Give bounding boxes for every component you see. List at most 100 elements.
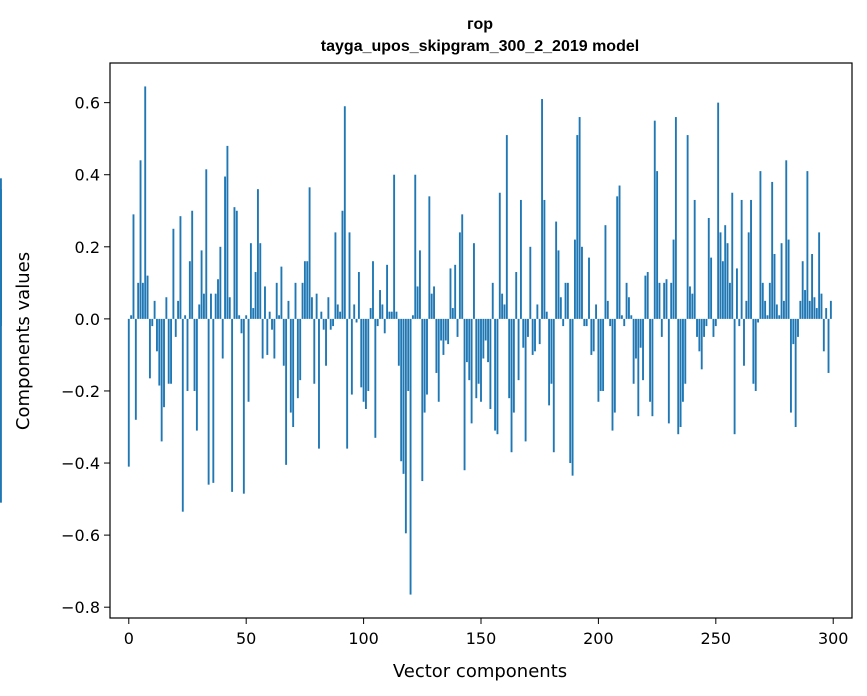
bar-164 (512, 318, 515, 413)
bar-154 (489, 318, 492, 409)
bar-28 (193, 318, 196, 391)
x-tick-label: 150 (466, 629, 497, 648)
bar-291 (811, 254, 814, 319)
bar-179 (548, 318, 551, 406)
bar-86 (329, 318, 332, 330)
bar-84 (325, 318, 327, 366)
bar-210 (620, 315, 623, 319)
bar-48 (240, 318, 243, 334)
bar-197 (590, 318, 593, 355)
bar-192 (578, 117, 581, 319)
bar-205 (609, 318, 612, 327)
bar-193 (581, 246, 583, 319)
bar-274 (771, 181, 774, 319)
bar-45 (233, 207, 236, 319)
bar-207 (613, 318, 616, 413)
bar-88 (334, 232, 337, 319)
bar-172 (531, 318, 534, 355)
bar-35 (210, 293, 212, 319)
x-tick-label: 0 (124, 629, 134, 648)
bar-59 (266, 318, 269, 355)
y-axis-ticks: −0.8 −0.6 −0.4 −0.2 0.0 0.2 0.4 0.6 (61, 94, 110, 617)
bar-40 (221, 318, 224, 359)
bar-187 (566, 282, 569, 319)
bar-244 (700, 318, 703, 370)
bar-39 (219, 246, 222, 319)
bar-70 (292, 318, 295, 427)
bar-3 (134, 318, 137, 420)
bar-236 (682, 318, 684, 402)
bar-85 (327, 297, 330, 319)
bar-10 (151, 318, 154, 327)
bar-175 (538, 318, 541, 345)
x-tick-label: 300 (818, 629, 849, 648)
bar-0 (127, 318, 130, 467)
bar-298 (827, 318, 830, 373)
bar-52 (249, 243, 252, 319)
bar-195 (585, 318, 588, 327)
bar-147 (473, 243, 475, 319)
bar-111 (388, 311, 391, 319)
bar-27 (191, 210, 194, 319)
x-axis-label: Vector components (393, 661, 567, 682)
bar-135 (444, 318, 447, 341)
bar-256 (728, 282, 731, 319)
bar-83 (322, 318, 325, 330)
bar-152 (484, 318, 487, 341)
bar-241 (693, 199, 696, 319)
bar-136 (447, 318, 450, 345)
bar-124 (419, 250, 421, 319)
bar-56 (259, 243, 262, 319)
bar-214 (630, 315, 633, 319)
bar-41 (224, 176, 226, 319)
bar-42 (226, 145, 229, 319)
y-tick-label: −0.6 (61, 526, 100, 545)
bar-92 (343, 106, 346, 319)
bar-191 (576, 135, 579, 319)
bar-62 (273, 318, 276, 359)
bar-168 (522, 318, 525, 348)
x-axis-ticks: 0 50 100 150 200 250 300 (124, 618, 849, 648)
bar-162 (508, 318, 511, 399)
bar-123 (416, 286, 419, 319)
bar-273 (768, 282, 771, 319)
bar-251 (717, 102, 720, 319)
bar-undefined (0, 318, 2, 503)
bar-178 (545, 311, 548, 319)
bar-277 (778, 315, 781, 319)
bar-297 (825, 308, 828, 319)
bar-32 (202, 293, 205, 319)
bars-group (0, 86, 832, 595)
bar-253 (721, 261, 724, 319)
bar-289 (806, 171, 809, 319)
bar-93 (346, 318, 349, 449)
bar-38 (217, 279, 219, 319)
bar-145 (468, 318, 471, 381)
bar-161 (505, 135, 508, 319)
bar-220 (644, 275, 647, 319)
y-tick-label: 0.2 (75, 238, 100, 257)
bar-15 (163, 318, 165, 408)
bar-271 (764, 300, 767, 319)
bar-225 (656, 171, 659, 319)
bar-160 (503, 304, 506, 319)
bar-61 (271, 318, 273, 330)
bar-120 (409, 318, 412, 595)
bar-240 (691, 293, 694, 319)
bar-264 (747, 232, 750, 319)
bar-104 (372, 261, 374, 319)
bar-262 (743, 318, 745, 366)
bar-171 (529, 246, 532, 319)
bar-144 (465, 318, 468, 363)
bar-94 (348, 232, 351, 319)
bar-217 (637, 318, 640, 417)
bar-194 (583, 318, 586, 327)
bar-234 (677, 318, 680, 435)
bar-67 (285, 318, 288, 465)
bar-149 (477, 318, 480, 384)
bar-176 (541, 99, 543, 319)
bar-137 (449, 268, 452, 319)
bar-30 (198, 304, 201, 319)
bar-263 (745, 300, 748, 319)
bar-279 (782, 300, 785, 319)
